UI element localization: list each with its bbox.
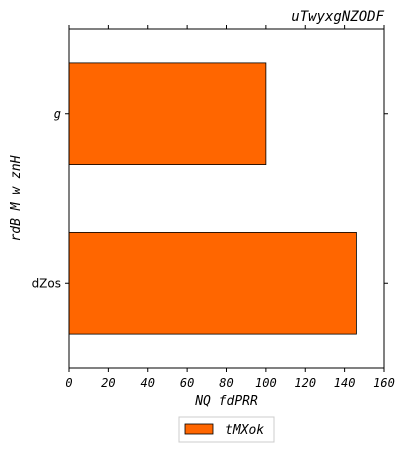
bar-dZos (68, 231, 357, 335)
legend: tMXok (178, 416, 275, 443)
plot-frame (68, 28, 385, 369)
x-tick-label-40: 40 (141, 376, 155, 390)
x-tick-label-140: 140 (334, 376, 356, 390)
x-tick-label-60: 60 (180, 376, 194, 390)
x-tick-label-20: 20 (101, 376, 115, 390)
legend-swatch (184, 423, 214, 435)
y-axis-label: rdB M w znH (9, 155, 24, 241)
x-axis-label: NQ fdPRR (194, 394, 258, 409)
plot-area: dZos g 0 20 40 60 80 100 120 140 160 (32, 25, 395, 390)
x-tick-label-0: 0 (65, 376, 72, 390)
chart-title: uTwyxgNZODF (291, 9, 384, 25)
bar-g (68, 62, 267, 165)
x-tick-label-160: 160 (373, 376, 395, 390)
y-tick-label-g: g (54, 107, 61, 121)
legend-label: tMXok (225, 423, 264, 438)
x-tick-label-80: 80 (219, 376, 233, 390)
y-tick-label-dZos: dZos (32, 276, 61, 290)
x-tick-label-100: 100 (255, 376, 277, 390)
x-tick-label-120: 120 (294, 376, 316, 390)
